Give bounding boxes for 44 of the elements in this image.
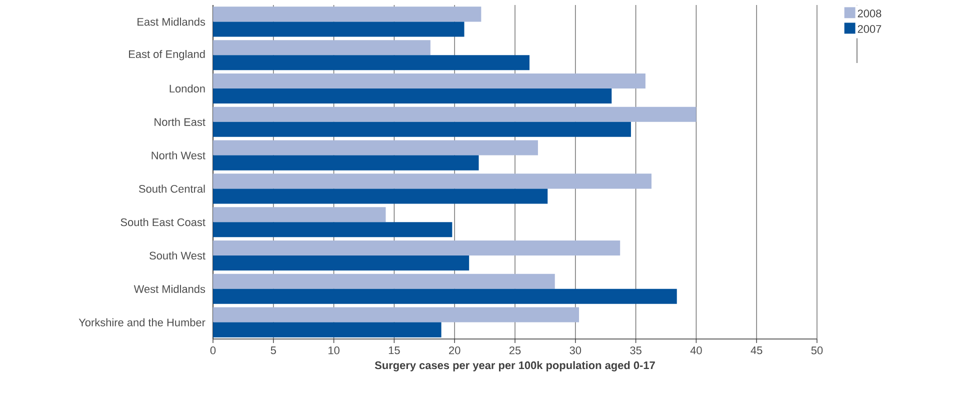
x-axis-title: Surgery cases per year per 100k population aged 0-17: [374, 361, 655, 372]
x-tick-label: 10: [328, 346, 340, 354]
bar: [212, 155, 479, 170]
y-tick-label: West Midlands: [134, 284, 206, 293]
y-tick-label: South East Coast: [120, 218, 206, 226]
y-tick-label: Yorkshire and the Humber: [78, 318, 206, 326]
y-tick-label: London: [170, 84, 205, 93]
bar: [212, 322, 442, 338]
x-tick-label: 5: [270, 346, 276, 354]
bar: [212, 274, 555, 289]
x-tick-label: 30: [570, 346, 582, 354]
x-tick-label: 15: [388, 346, 400, 354]
y-tick-label: South West: [150, 251, 206, 260]
bar: [212, 188, 548, 204]
x-tick-label: 0: [210, 346, 216, 354]
y-tick-label: East Midlands: [138, 18, 206, 26]
bar: [212, 22, 464, 37]
x-tick-label: 40: [690, 346, 702, 354]
bar: [212, 40, 430, 56]
bar: [212, 256, 470, 271]
bar: [212, 207, 386, 222]
bar: [212, 140, 538, 156]
x-tick-label: 25: [509, 346, 521, 354]
y-tick-label: East of England: [129, 50, 205, 60]
x-tick-label: 45: [750, 346, 762, 354]
bar: [212, 88, 612, 104]
x-tick-label: 35: [630, 346, 642, 354]
bar: [212, 122, 631, 137]
bar: [212, 222, 452, 238]
bar: [212, 106, 696, 122]
y-tick-label: South Central: [138, 184, 205, 193]
bar: [212, 6, 482, 22]
x-tick-label: 50: [811, 346, 823, 354]
x-tick-label: 20: [449, 346, 460, 354]
legend-label: 2007: [858, 25, 882, 33]
bar: [212, 288, 677, 304]
legend-label: 2008: [858, 10, 882, 18]
bar: [212, 307, 580, 322]
bar: [212, 55, 530, 70]
y-tick-label: North East: [154, 118, 206, 126]
bar: [212, 240, 620, 256]
bar: [212, 174, 652, 189]
y-tick-label: North West: [152, 151, 206, 160]
bar: [212, 73, 646, 89]
